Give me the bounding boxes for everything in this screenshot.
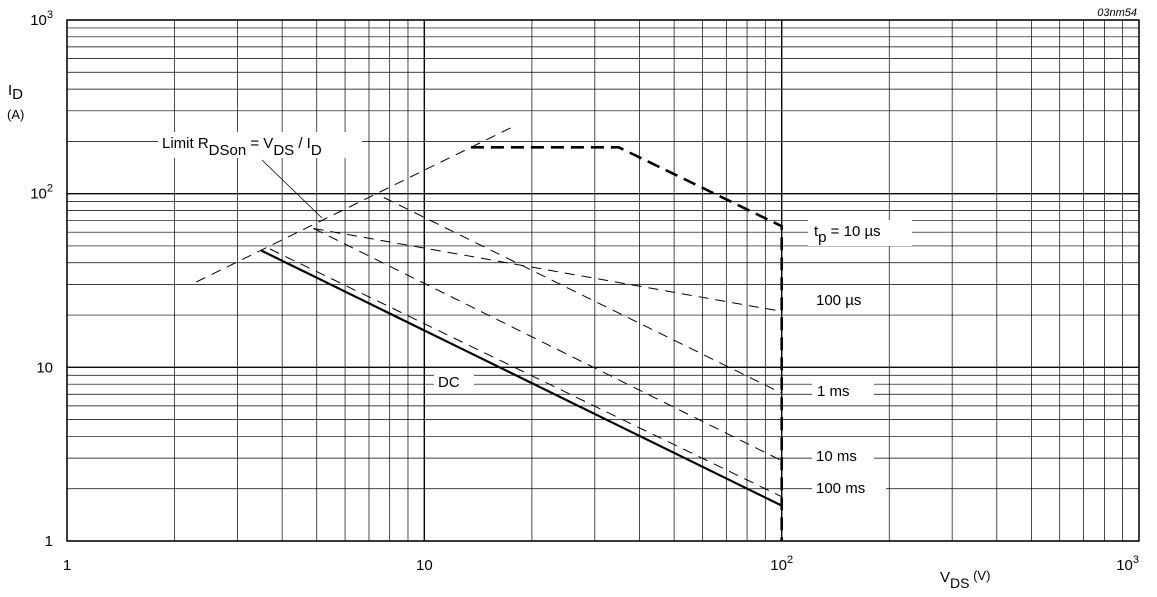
- x-axis-label: VDS (V): [940, 568, 990, 591]
- x-tick-label: 102: [770, 554, 793, 574]
- label-dc: DC: [438, 374, 460, 391]
- x-tick-label: 103: [1116, 554, 1139, 574]
- label-100us-bg: [812, 289, 880, 313]
- tp-label: tp = 10 µs: [814, 223, 881, 246]
- label-100us: 100 µs: [816, 292, 861, 309]
- series-line-3: [383, 197, 782, 394]
- y-tick-label: 1: [45, 533, 53, 550]
- series-line-1: [470, 146, 783, 541]
- x-tick-label: 10: [416, 557, 433, 574]
- tp-label-bg: [808, 220, 912, 246]
- series-line-6: [260, 249, 783, 507]
- y-tick-label: 103: [30, 9, 53, 29]
- limit-label: Limit RDSon = VDS / ID: [162, 135, 322, 159]
- label-100ms-bg: [812, 478, 886, 500]
- y-tick-label: 102: [30, 183, 53, 203]
- series-line-5: [269, 248, 782, 498]
- y-axis-unit: (A): [7, 107, 24, 122]
- ticks: 1 10 102 103 1 10 102 103: [30, 9, 1139, 574]
- label-1ms: 1 ms: [817, 383, 850, 400]
- label-1ms-bg: [812, 380, 874, 402]
- label-dc-bg: [434, 371, 474, 393]
- grid: [66, 19, 1140, 542]
- figure-id: 03nm54: [1097, 7, 1137, 19]
- y-axis-label: ID: [8, 82, 23, 103]
- limit-label-bg: [158, 132, 362, 158]
- series-layer: [196, 127, 783, 541]
- x-tick-label: 1: [63, 557, 71, 574]
- limit-label-leader: [261, 159, 323, 219]
- label-10ms: 10 ms: [816, 448, 857, 465]
- series-line-2: [313, 228, 782, 312]
- y-tick-label: 10: [36, 359, 53, 376]
- plot-frame: [66, 19, 1140, 542]
- label-10ms-bg: [812, 446, 874, 468]
- series-line-0: [196, 127, 512, 283]
- label-100ms: 100 ms: [816, 480, 865, 497]
- series-line-4: [313, 228, 782, 462]
